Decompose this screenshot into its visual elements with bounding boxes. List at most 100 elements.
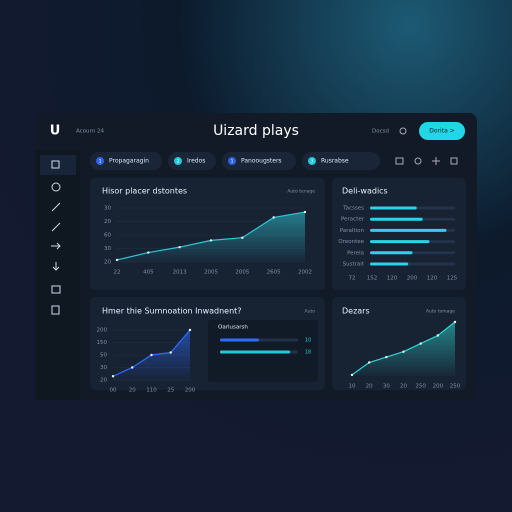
tab-label[interactable]: Rusrabse [321,158,349,165]
bar-label: Sustrait [343,262,365,268]
icon-tag[interactable] [51,222,61,232]
icon[interactable] [432,157,440,165]
tab-badge-label: 2 [177,159,180,165]
tab-label[interactable]: Propagaragin [109,158,149,165]
bar-label: Oreontee [338,239,364,245]
y-tick-label: 20 [104,260,111,266]
x-tick-label: 20 [400,384,407,390]
x-label: 120 [427,276,438,282]
bar-label: Tacsses [342,206,364,212]
card-subtitle: Auto tenage [287,189,315,195]
y-tick-label: 20 [100,378,107,384]
x-tick-label: 200 [433,384,444,390]
x-tick-label: 110 [146,388,157,394]
x-tick-label: 250 [415,384,426,390]
tab[interactable] [90,152,162,170]
y-tick-label: 30 [100,365,107,371]
card-subtitle: Auto tomage [426,309,455,315]
list-bar [220,350,291,354]
point [178,245,181,249]
account[interactable]: Acourn 24 [76,129,104,135]
x-tick-label: 00 [110,388,117,394]
toolbar-icons [395,157,458,165]
tab-badge [308,157,316,165]
bar [370,262,409,266]
x-tick-label: 25 [167,388,174,394]
tab-badge [96,157,104,165]
x-tick-label: 250 [450,384,461,390]
list-value: 18 [305,350,311,356]
icon-home[interactable] [51,160,60,169]
primary-button[interactable] [419,122,465,140]
bar [370,228,447,232]
bar [370,217,423,221]
card-title: Deli-wadics [342,187,388,196]
logo: U [50,124,61,139]
tab[interactable] [168,152,216,170]
primary-button-label[interactable]: Dorita > [429,128,454,135]
app-title: Uizard plays [213,123,299,139]
icon-down[interactable] [52,262,60,271]
point [111,375,115,378]
point [303,210,307,214]
x-tick-label: 20 [129,388,136,394]
area [352,322,455,376]
tab[interactable] [302,152,380,170]
x-label: 72 [349,276,356,282]
tab[interactable] [222,152,296,170]
x-tick-label: 10 [349,384,356,390]
x-tick-label: 22 [114,270,121,276]
x-label: 120 [387,276,398,282]
y-tick-label: 20 [104,219,111,225]
icon-arrow[interactable] [51,242,61,250]
area [117,212,305,262]
icon-pen[interactable] [51,202,61,212]
tab-badge-label: 1 [231,159,234,165]
docs-link[interactable]: Docsd [372,129,389,135]
power-icon[interactable] [399,127,407,135]
list-title: Oarlusarsh [218,325,248,331]
list-value: 10 [305,338,311,344]
point [241,236,244,239]
point [367,361,371,364]
icon[interactable] [395,157,404,165]
x-label: 200 [407,276,418,282]
x-tick-label: 2013 [173,270,187,276]
tab-label[interactable]: Iredos [187,158,205,165]
icon[interactable] [450,157,458,165]
tab-badge [174,157,182,165]
card-title: Hisor placer dstontes [102,187,187,196]
y-tick-label: 60 [104,233,111,239]
x-tick-label: 200 [185,388,196,394]
point [272,216,275,219]
tab-badge-label: 3 [311,159,314,165]
icon[interactable] [414,157,422,165]
point [402,350,405,353]
bar-label: Paraltion [340,228,365,234]
x-tick-label: 2005 [235,270,249,276]
y-tick-label: 30 [104,246,111,252]
icon-camera[interactable] [51,182,61,192]
point [419,342,422,345]
point [209,239,213,242]
sidebar [35,150,80,400]
y-tick-label: 50 [100,353,107,359]
point [188,328,192,332]
x-tick-label: 20 [366,384,373,390]
bar [370,206,417,210]
x-tick-label: 405 [143,270,154,276]
card-title: Dezars [342,307,370,316]
sidebar-active[interactable] [40,155,76,175]
point [385,355,388,359]
x-tick-label: 30 [383,384,390,390]
tab-label[interactable]: Panoougsters [241,158,282,165]
y-tick-label: 150 [97,340,108,346]
y-tick-label: 30 [104,206,111,212]
card-title: Hmer thie Sumnoation Inwadnent? [102,307,242,316]
icon-doc[interactable] [51,305,60,315]
bar-label: Perela [347,250,364,256]
icon-folder[interactable] [51,285,61,294]
card-subtitle: Auto [305,309,316,315]
point [350,373,354,377]
